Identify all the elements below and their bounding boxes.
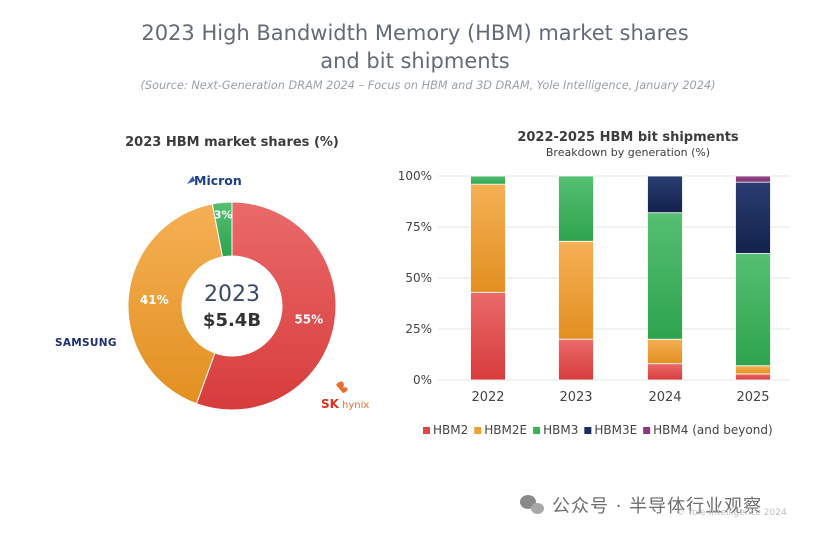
skhynix-hynix-label: hynix xyxy=(342,400,369,411)
bar-segment-2024-hbm3 xyxy=(647,212,683,340)
bar-subtitle: Breakdown by generation (%) xyxy=(546,146,710,159)
bar-segment-2023-hbm3 xyxy=(558,175,594,242)
bar-segment-2025-hbm3 xyxy=(735,253,771,367)
donut-center-year: 2023 xyxy=(204,282,260,307)
pie-slice-sk-hynix xyxy=(195,201,337,411)
bar-segment-2025-hbm2 xyxy=(735,373,771,381)
legend-label: HBM3 xyxy=(543,423,578,437)
skhynix-sk-label: SK xyxy=(321,397,340,411)
pie-slice-micron xyxy=(211,201,233,258)
bar-segment-2024-hbm3e xyxy=(647,175,683,214)
skhynix-butterfly-icon xyxy=(336,381,348,393)
bar-segment-2025-hbm2e xyxy=(735,365,771,375)
legend-label: HBM3E xyxy=(594,423,637,437)
x-tick-label: 2025 xyxy=(736,390,769,405)
bar-segment-2022-hbm2e xyxy=(470,183,506,293)
bar-segment-2022-hbm2 xyxy=(470,291,506,381)
samsung-label: SAMSUNG xyxy=(55,337,117,349)
skhynix-logo: SK hynix xyxy=(321,381,369,411)
stacked-bar-chart: 0% 25% 50% 75% 100% 2022 2023 2024 2025 xyxy=(398,169,790,405)
legend-swatch xyxy=(643,427,651,434)
bar-segment-2022-hbm3 xyxy=(470,175,506,185)
source-note: (Source: Next-Generation DRAM 2024 – Foc… xyxy=(140,79,716,92)
bar-segment-2023-hbm2e xyxy=(558,240,594,340)
y-tick-label: 75% xyxy=(405,220,432,234)
x-tick-label: 2024 xyxy=(648,390,681,405)
pie-slice-label: 55% xyxy=(294,313,323,327)
copyright-note: © Yole Intelligence 2024 xyxy=(676,508,787,518)
pie-slice-label: 41% xyxy=(140,293,169,307)
micron-label: Micron xyxy=(194,173,242,188)
donut-chart: 55% 41% 3% xyxy=(127,201,337,411)
micron-logo: Micron xyxy=(187,173,242,188)
bar-legend: HBM2 HBM2E HBM3 HBM3E HBM4 (and beyond) xyxy=(423,423,773,437)
wechat-icon xyxy=(520,495,546,515)
page-title-line-1: 2023 High Bandwidth Memory (HBM) market … xyxy=(141,21,689,45)
bar-title: 2022-2025 HBM bit shipments xyxy=(517,130,739,145)
y-tick-label: 0% xyxy=(413,373,432,387)
legend-label: HBM2 xyxy=(433,423,468,437)
pie-title: 2023 HBM market shares (%) xyxy=(125,135,339,150)
page-title-line-2: and bit shipments xyxy=(320,49,510,73)
donut-center-value: $5.4B xyxy=(203,310,261,331)
bar-segment-2023-hbm2 xyxy=(558,338,594,381)
legend-label: HBM4 (and beyond) xyxy=(653,423,772,437)
y-tick-label: 50% xyxy=(405,271,432,285)
legend-swatch xyxy=(584,427,592,434)
legend-label: HBM2E xyxy=(484,423,527,437)
x-tick-label: 2023 xyxy=(559,390,592,405)
y-tick-label: 25% xyxy=(405,322,432,336)
legend-swatch xyxy=(423,427,430,434)
watermark-text: 公众号 · 半导体行业观察 xyxy=(552,496,763,517)
legend-swatch xyxy=(533,427,541,434)
bar-segment-2025-hbm3e xyxy=(735,181,771,254)
legend-swatch xyxy=(474,427,482,434)
pie-slice-label: 3% xyxy=(214,208,233,221)
x-tick-label: 2022 xyxy=(471,390,504,405)
bar-segment-2024-hbm2e xyxy=(647,338,683,365)
pie-slice-samsung xyxy=(127,203,224,405)
bar-segment-2024-hbm2 xyxy=(647,363,683,381)
watermark: 公众号 · 半导体行业观察 xyxy=(520,492,762,518)
bar-segment-2025-hbm4 xyxy=(735,175,771,183)
y-tick-label: 100% xyxy=(398,169,432,183)
